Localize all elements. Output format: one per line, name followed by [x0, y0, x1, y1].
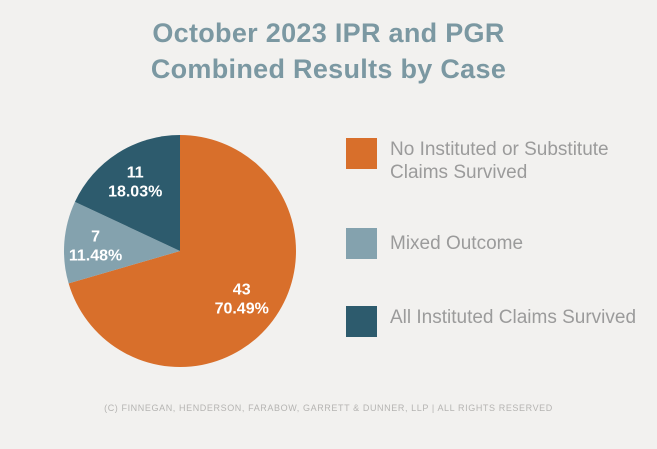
legend-swatch-dark-teal: [346, 306, 377, 337]
pie-slice-percent-label: 18.03%: [108, 184, 162, 201]
legend-label: Mixed Outcome: [390, 233, 524, 254]
chart-title-line2: Combined Results by Case: [150, 54, 507, 84]
pie-slice-2: [74, 135, 180, 251]
pie-chart: 43 70.49% 7 11.48% 11 18.03%: [62, 133, 298, 369]
pie-slice-percent-label: 11.48%: [69, 248, 122, 265]
legend-item-all-instituted: All Instituted Claims Survived: [346, 306, 636, 337]
chart-title: October 2023 IPR and PGR Combined Result…: [0, 15, 657, 87]
pie-slice-value-label: 7: [91, 229, 100, 246]
pie-slice-0: [68, 135, 296, 367]
pie-chart-svg: 43 70.49% 7 11.48% 11 18.03%: [63, 135, 296, 367]
legend: No Instituted or Substitute Claims Survi…: [346, 138, 646, 358]
copyright-footer: (C) FINNEGAN, HENDERSON, FARABOW, GARRET…: [104, 403, 553, 413]
pie-slice-value-label: 43: [233, 281, 251, 298]
pie-slice-percent-label: 70.49%: [215, 300, 269, 317]
legend-label: All Instituted Claims Survived: [390, 307, 637, 328]
pie-slice-1: [63, 201, 180, 284]
legend-swatch-orange: [346, 138, 377, 169]
legend-label: No Instituted or Substitute Claims Survi…: [390, 139, 609, 183]
pie-slice-value-label: 11: [127, 165, 144, 182]
chart-title-line1: October 2023 IPR and PGR: [152, 18, 505, 48]
legend-item-mixed-outcome: Mixed Outcome: [346, 228, 523, 259]
legend-swatch-light-blue: [346, 228, 377, 259]
legend-item-no-instituted-or-substitute: No Instituted or Substitute Claims Survi…: [346, 138, 646, 184]
